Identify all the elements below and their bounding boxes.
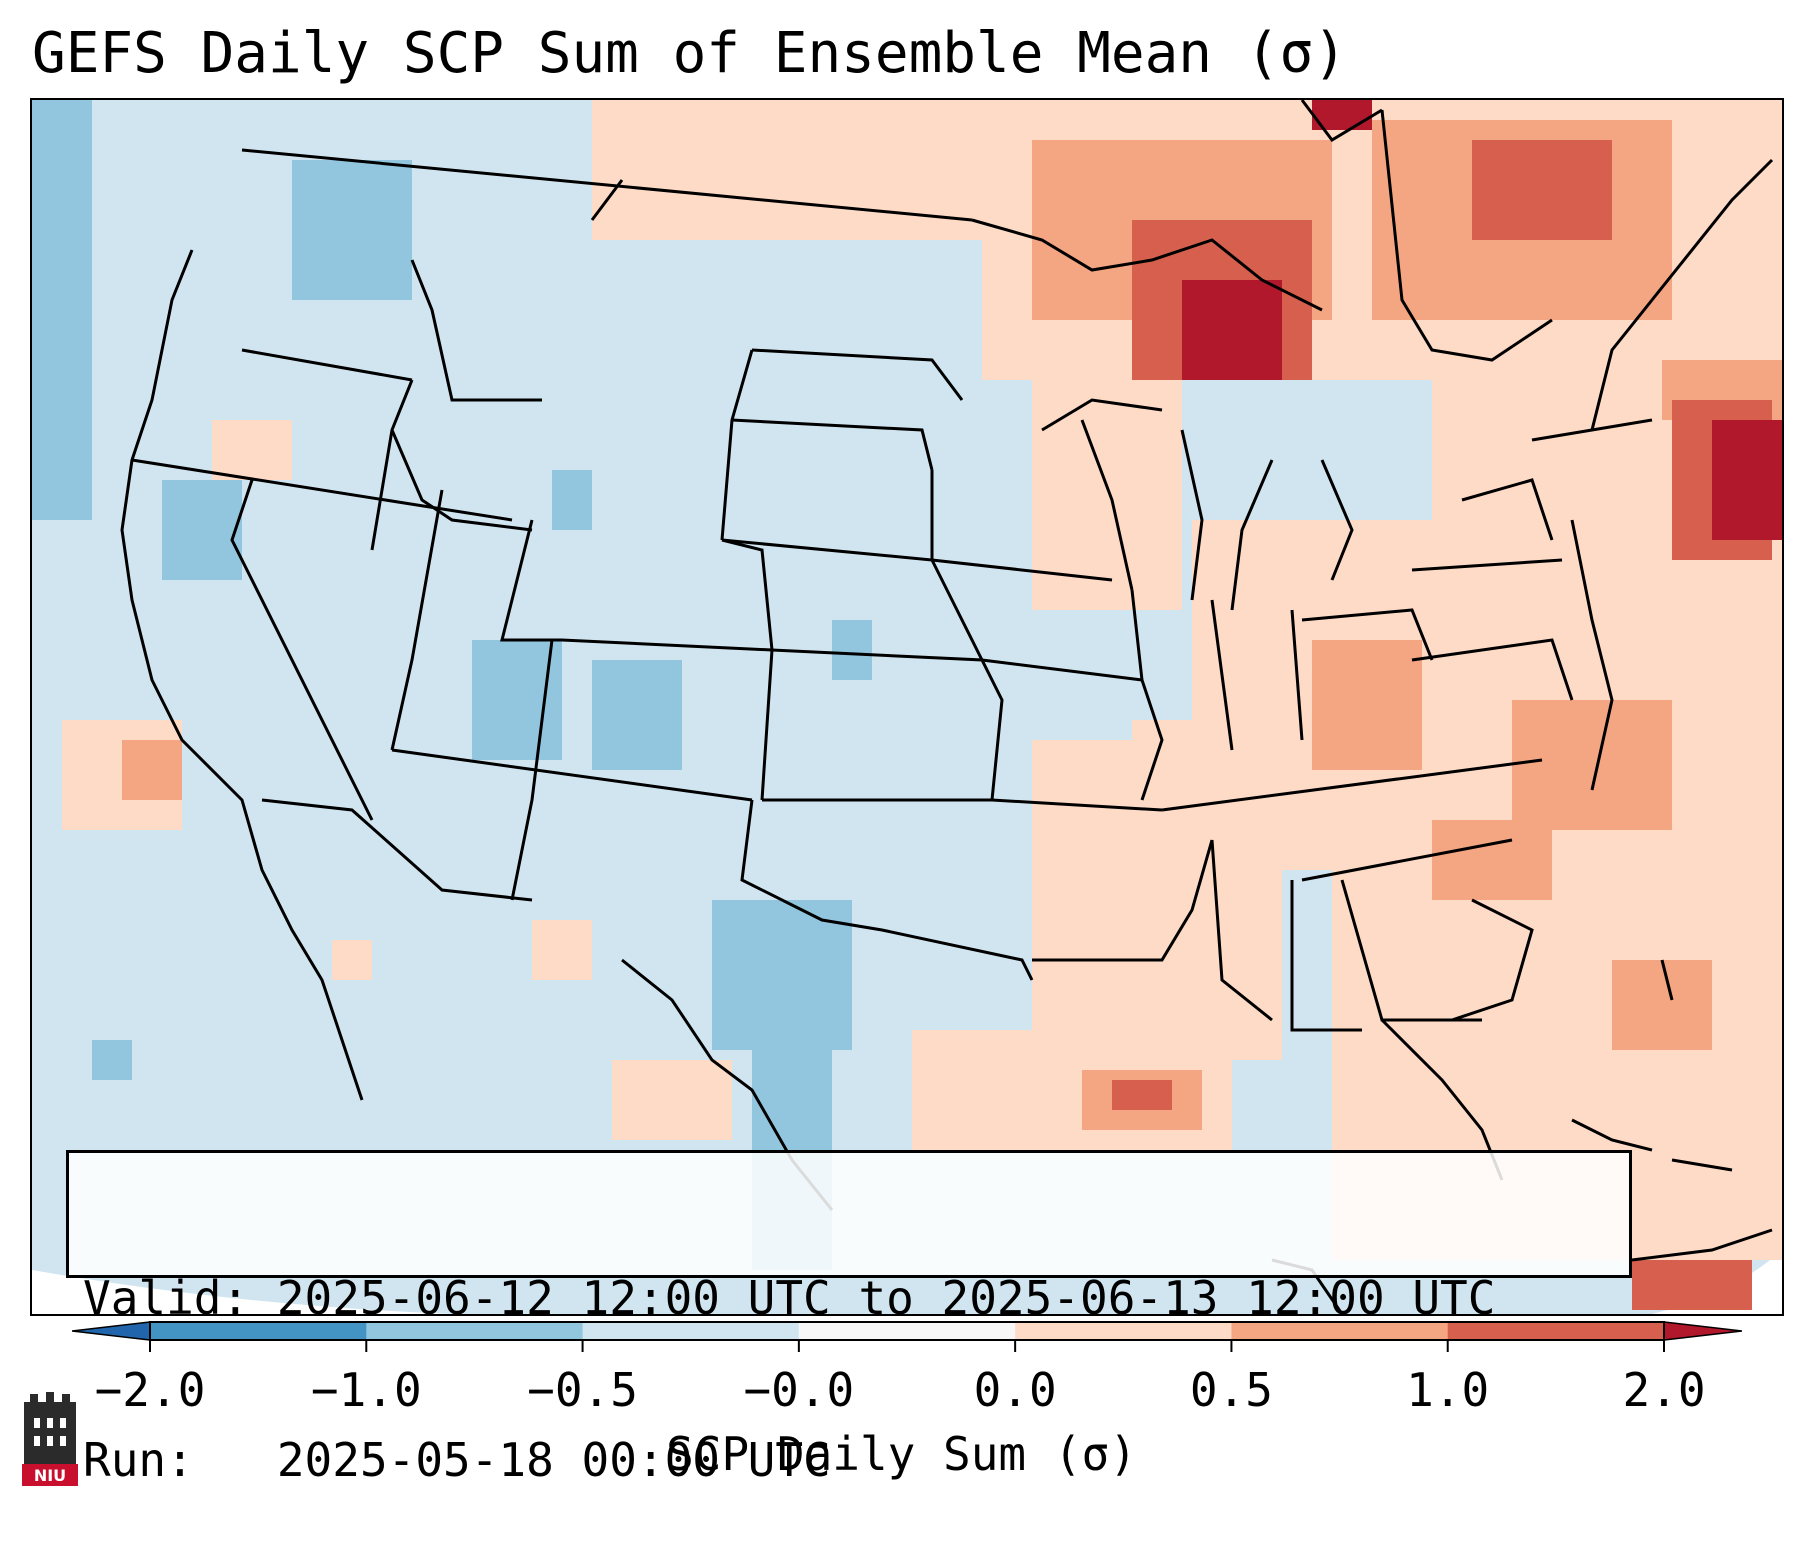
colorbar-segments: [72, 1321, 1742, 1341]
colorbar-segment: [1447, 1322, 1665, 1340]
colorbar-tick-label: 0.5: [1189, 1363, 1273, 1417]
colorbar-ticks: [149, 1340, 1665, 1352]
valid-run-info-box: Valid: 2025-06-12 12:00 UTC to 2025-06-1…: [66, 1150, 1632, 1487]
colorbar-tick-label: −2.0: [94, 1363, 206, 1417]
colorbar-segment: [798, 1322, 1016, 1340]
map-svg: [32, 100, 1782, 1314]
colorbar-tick-label: −0.5: [527, 1363, 638, 1417]
projection-edge: [32, 1270, 452, 1314]
run-time-text: Run: 2025-05-18 00:00 UTC: [83, 1433, 831, 1487]
extreme-positive-regions: [1182, 100, 1782, 540]
colorbar-tick-label: −0.0: [743, 1363, 855, 1417]
niu-logo-text: NIU: [34, 1466, 66, 1485]
colorbar-tick-label: 1.0: [1406, 1363, 1490, 1417]
colorbar-segment: [366, 1322, 584, 1340]
tower-icon: [24, 1402, 76, 1464]
valid-time-text: Valid: 2025-06-12 12:00 UTC to 2025-06-1…: [83, 1271, 1496, 1325]
colorbar: [72, 1321, 1742, 1352]
colorbar-segment: [150, 1322, 367, 1340]
colorbar-tick-label: −1.0: [310, 1363, 422, 1417]
colorbar-label: SCP Daily Sum (σ): [666, 1427, 1137, 1481]
colorbar-outline: [149, 1321, 1665, 1341]
state-borders: [120, 100, 1774, 1211]
map-panel: [30, 98, 1784, 1316]
niu-logo: NIU: [22, 1392, 78, 1486]
colorbar-extend-low: [72, 1321, 151, 1341]
colorbar-tick-label: 0.0: [973, 1363, 1057, 1417]
colorbar-segment: [582, 1322, 800, 1340]
colorbar-extend-high: [1663, 1321, 1742, 1341]
colorbar-segment: [1231, 1322, 1449, 1340]
colorbar-segment: [1015, 1322, 1232, 1340]
map-title: GEFS Daily SCP Sum of Ensemble Mean (σ): [32, 21, 1347, 86]
colorbar-tick-label: 2.0: [1622, 1363, 1706, 1417]
